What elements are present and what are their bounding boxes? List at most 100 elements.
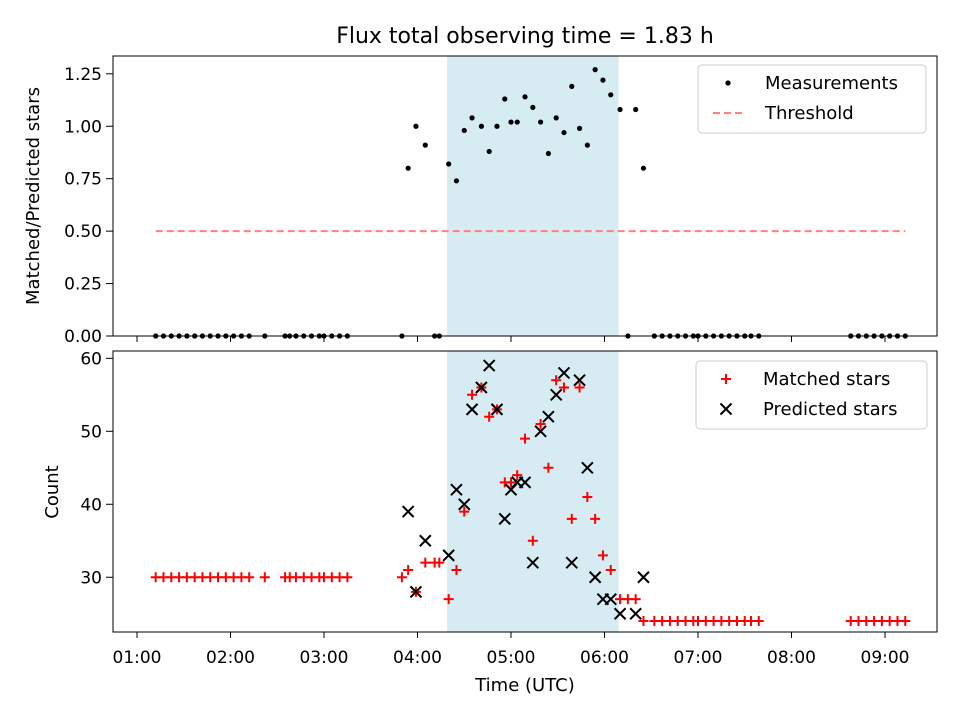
legend-marker <box>719 402 733 416</box>
matched-star-point <box>574 382 585 393</box>
matched-star-point <box>443 594 454 605</box>
y-tick-label: 50 <box>80 422 102 442</box>
legend-label: Threshold <box>764 103 854 124</box>
measurement-point <box>538 119 544 125</box>
y-tick-label: 1.25 <box>64 65 102 85</box>
legend-marker <box>721 374 731 384</box>
matched-star-point <box>484 411 495 422</box>
matched-star-point <box>566 513 577 524</box>
predicted-star-point <box>498 512 511 526</box>
x-tick-label: 09:00 <box>861 648 910 668</box>
measurement-point <box>486 148 492 155</box>
predicted-star-point <box>613 607 627 620</box>
predicted-star-point <box>490 403 504 416</box>
legend-box <box>697 64 927 134</box>
matched-star-point <box>535 418 546 429</box>
measurement-point <box>508 119 514 125</box>
matched-star-point <box>582 491 593 502</box>
measurement-point <box>469 115 475 121</box>
predicted-star-point <box>542 410 555 423</box>
matched-star-point <box>527 535 538 546</box>
legend-marker <box>725 80 731 86</box>
predicted-star-point <box>581 461 594 474</box>
predicted-star-point <box>465 403 479 416</box>
measurement-point <box>576 125 583 131</box>
observing-window-shade-bottom <box>447 351 619 632</box>
x-tick-label: 07:00 <box>674 648 723 668</box>
measurement-point <box>494 123 500 129</box>
x-tick-label: 03:00 <box>300 648 349 668</box>
predicted-star-point <box>604 592 617 606</box>
x-tick-label: 05:00 <box>487 648 536 668</box>
predicted-star-point <box>518 476 532 489</box>
measurement-point <box>569 83 575 90</box>
predicted-star-point <box>419 534 432 547</box>
measurement-point <box>502 96 508 102</box>
predicted-star-point <box>549 388 563 401</box>
matched-star-point <box>605 564 616 575</box>
matched-star-point <box>597 550 608 561</box>
measurement-point <box>453 178 460 184</box>
measurement-point <box>522 94 528 100</box>
y-tick-label: 1.00 <box>64 117 102 137</box>
y-tick-label: 0.25 <box>64 275 102 295</box>
measurement-point <box>584 142 590 148</box>
predicted-star-point <box>557 366 571 380</box>
top-legend: Measurements Threshold <box>697 64 927 134</box>
x-tick-label: 04:00 <box>393 648 442 668</box>
measurement-point <box>422 142 428 148</box>
top-axes-frame <box>112 55 938 337</box>
predicted-star-point <box>401 505 415 518</box>
matched-star-point <box>551 375 562 386</box>
measurement-point <box>405 165 411 171</box>
matched-star-point <box>434 557 445 568</box>
y-tick-label: 60 <box>80 349 102 369</box>
matched-star-point <box>638 616 649 627</box>
predicted-star-point <box>458 498 471 511</box>
observing-window-shade-top <box>447 56 619 336</box>
predicted-star-point <box>482 359 496 372</box>
matched-star-point <box>259 572 270 583</box>
legend-box <box>695 360 928 430</box>
x-axis-label: Time (UTC) <box>474 675 575 696</box>
predicted-star-point <box>409 585 423 599</box>
measurement-point <box>608 92 614 98</box>
matched-star-point <box>396 572 407 583</box>
measurement-point <box>592 67 598 73</box>
bottom-y-ticks: 30 40 50 60 <box>80 349 113 588</box>
bottom-y-axis-label: Count <box>42 465 63 518</box>
measurement-point <box>514 119 520 125</box>
y-tick-label: 40 <box>80 495 102 515</box>
matched-star-point <box>506 477 516 488</box>
matched-star-point <box>342 572 353 583</box>
bottom-panel-marks <box>150 359 911 627</box>
matched-star-point <box>753 616 764 627</box>
matched-star-point <box>630 594 641 605</box>
predicted-star-point <box>565 556 578 569</box>
measurement-point <box>617 106 623 113</box>
matched-star-point <box>459 506 470 517</box>
matched-star-point <box>244 572 255 583</box>
chart-title: Flux total observing time = 1.83 h <box>336 24 714 49</box>
x-tick-label: 08:00 <box>767 648 816 668</box>
predicted-star-point <box>450 483 463 496</box>
predicted-star-point <box>534 425 547 438</box>
matched-star-point <box>451 564 462 575</box>
top-y-ticks: 0.00 0.25 0.50 0.75 1.00 1.25 <box>64 65 113 347</box>
predicted-star-point <box>588 571 602 584</box>
matched-star-point <box>558 382 569 393</box>
predicted-star-point <box>573 373 586 387</box>
matched-star-point <box>543 462 554 473</box>
bottom-x-ticks: 01:00 02:00 03:00 04:00 05:00 06:00 07:00 08:00… <box>113 632 910 668</box>
x-tick-label: 02:00 <box>206 648 255 668</box>
measurement-point <box>600 77 606 83</box>
y-tick-label: 0.00 <box>64 327 102 347</box>
measurement-point <box>553 115 559 121</box>
predicted-star-point <box>475 381 488 394</box>
y-tick-label: 30 <box>80 568 102 588</box>
measurement-point <box>561 129 567 136</box>
measurement-point <box>633 106 639 113</box>
matched-star-point <box>512 470 523 481</box>
